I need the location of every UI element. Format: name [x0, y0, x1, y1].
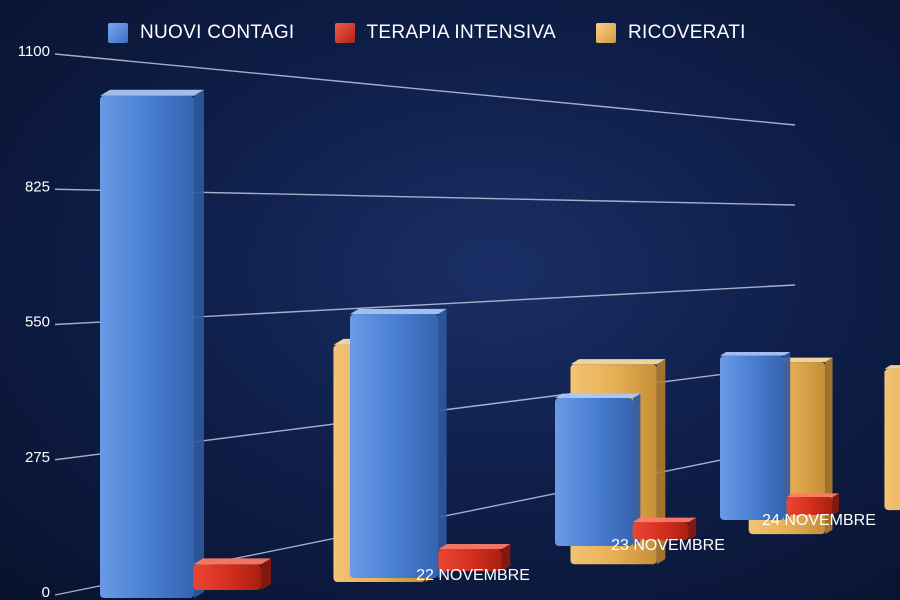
y-tick-label: 0 [42, 584, 50, 600]
y-tick-label: 275 [25, 449, 50, 466]
legend-swatch-ricoverati [596, 23, 617, 43]
legend-label-nuovi-contagi: NUOVI CONTAGI [140, 22, 295, 43]
bar-side [688, 517, 697, 541]
legend-swatch-terapia-intensiva [334, 23, 355, 43]
bar [438, 549, 502, 572]
legend-item-terapia-intensiva[interactable]: TERAPIA INTENSIVA [334, 22, 557, 44]
bar-top [438, 543, 511, 550]
y-tick-label: 825 [25, 178, 50, 195]
bar-top [786, 493, 839, 498]
legend-item-ricoverati[interactable]: RICOVERATI [596, 22, 746, 44]
bar-top [632, 517, 697, 523]
gridline [54, 53, 796, 126]
legend-swatch-nuovi-contagi [108, 23, 128, 43]
bar-side [438, 308, 447, 578]
bar-side [656, 359, 666, 565]
x-tick-label: 22 NOVEMBRE [416, 567, 530, 584]
bar-side [501, 543, 511, 572]
legend-item-nuovi-contagi[interactable]: NUOVI CONTAGI [108, 22, 295, 44]
legend-label-terapia-intensiva: TERAPIA INTENSIVA [366, 22, 557, 43]
x-tick-label: 24 NOVEMBRE [762, 512, 876, 529]
bar-top [570, 359, 666, 365]
bar-side [194, 89, 204, 599]
legend-label-ricoverati: RICOVERATI [628, 22, 746, 43]
bar [786, 497, 833, 516]
bar-top [884, 365, 900, 369]
bar-top [555, 393, 641, 399]
bar-top [350, 308, 447, 315]
y-tick-label: 550 [25, 314, 50, 331]
y-tick-label: 1100 [18, 43, 50, 60]
bar-side [784, 351, 791, 520]
bar [193, 564, 261, 590]
bar-side [832, 493, 839, 516]
x-tick-label: 23 NOVEMBRE [611, 537, 725, 554]
bar-top [720, 351, 791, 356]
bar [720, 355, 784, 520]
bar [350, 314, 438, 578]
bar-side [260, 558, 271, 590]
bar-top [193, 558, 271, 565]
bar [555, 398, 633, 546]
bar-side [633, 393, 641, 546]
bar [100, 95, 194, 599]
bar-top [100, 89, 204, 96]
bar-side [825, 357, 833, 535]
bar [884, 368, 900, 511]
legend: NUOVI CONTAGI TERAPIA INTENSIVA RICOVERA… [108, 22, 746, 44]
bar [632, 522, 689, 541]
